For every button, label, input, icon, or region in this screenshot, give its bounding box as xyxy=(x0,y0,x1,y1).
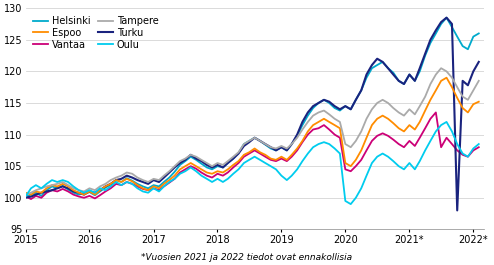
Legend: Helsinki, Espoo, Vantaa, Tampere, Turku, Oulu: Helsinki, Espoo, Vantaa, Tampere, Turku,… xyxy=(31,13,162,53)
Text: *Vuosien 2021 ja 2022 tiedot ovat ennakollisia: *Vuosien 2021 ja 2022 tiedot ovat ennako… xyxy=(141,253,353,262)
